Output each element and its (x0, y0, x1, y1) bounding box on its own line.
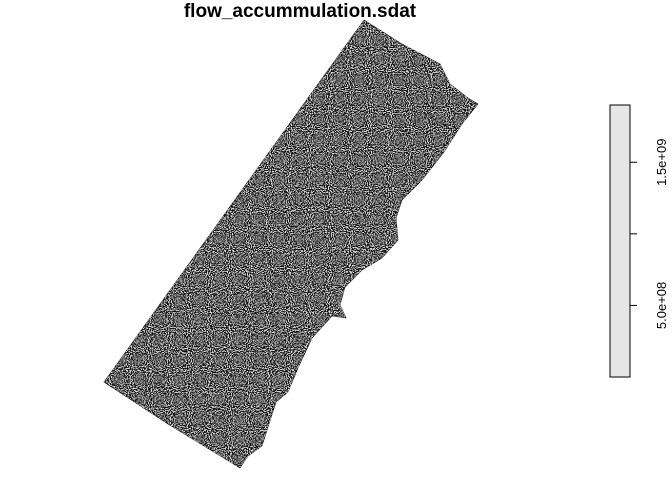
colorbar-legend: 1.5e+09 5.0e+08 (609, 104, 669, 378)
colorbar-tick-label: 1.5e+09 (654, 139, 669, 186)
plot-title: flow_accummulation.sdat (183, 1, 417, 22)
flow-accumulation-raster (103, 19, 479, 469)
colorbar-tick-label: 5.0e+08 (654, 282, 669, 329)
colorbar (609, 104, 631, 378)
